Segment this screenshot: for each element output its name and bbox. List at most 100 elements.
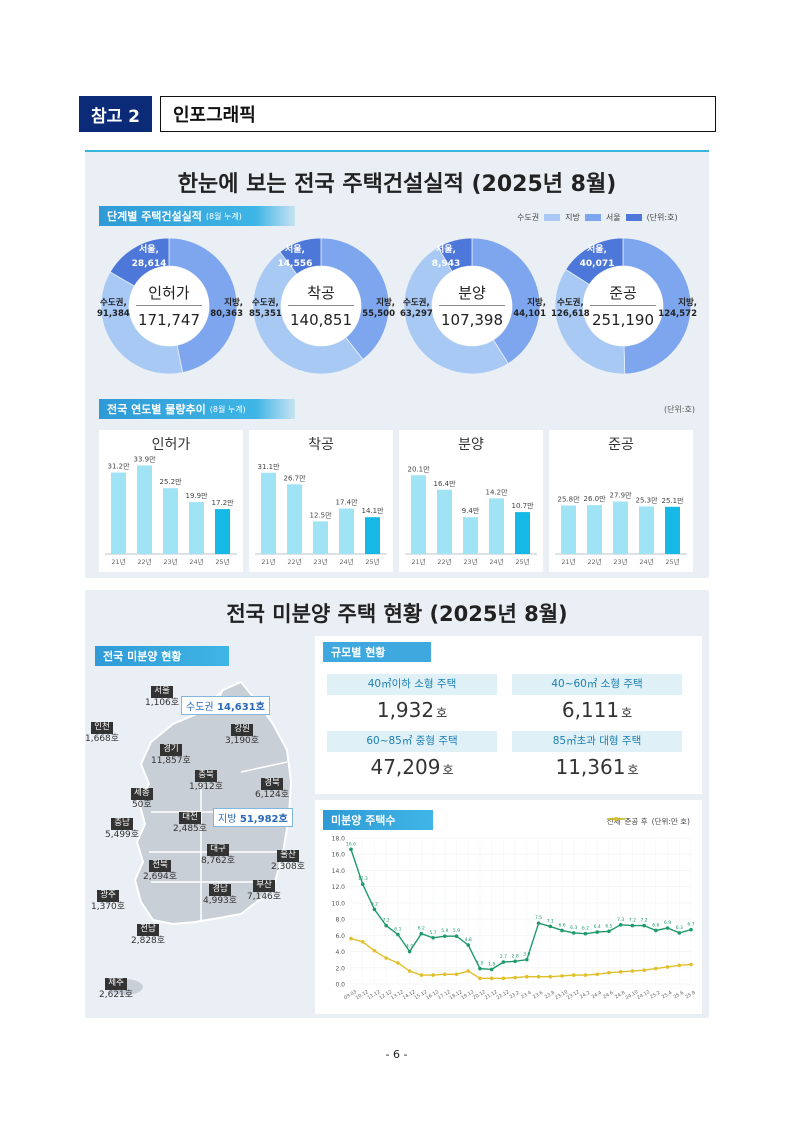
legend-unit: (단위:호) <box>646 213 678 222</box>
line-chart-svg: 0.02.04.06.08.010.012.014.016.018.009.03… <box>332 836 697 1002</box>
region-name: 광주 <box>97 890 119 902</box>
bar-category-label: 23년 <box>613 557 627 566</box>
size-cell-large: 85㎡초과 대형 주택 11,361 호 <box>512 731 682 779</box>
donut-hole <box>432 266 512 346</box>
local-name: 지방, <box>376 298 395 308</box>
x-tick-label: 23.2 <box>509 990 521 1001</box>
series-point <box>654 928 658 933</box>
region-5: 세종 50호 <box>131 788 153 811</box>
point-label: 1.9 <box>476 961 483 967</box>
region-value: 1,912호 <box>189 781 224 792</box>
bar-category-label: 23년 <box>163 557 177 566</box>
series-point <box>478 966 482 971</box>
bar-category-label: 23년 <box>313 557 327 566</box>
region-15: 전남 2,828호 <box>131 924 165 947</box>
region-name: 전남 <box>137 924 159 936</box>
bar-category-label: 22년 <box>587 557 601 566</box>
bar-25년 <box>665 506 680 554</box>
local-val: 44,101 <box>513 309 546 320</box>
series-point <box>536 974 541 979</box>
region-name: 대구 <box>207 844 229 856</box>
series-point <box>583 931 588 936</box>
local-val: 124,572 <box>658 309 697 320</box>
yearly-section-label: 전국 연도별 물량추이 <box>107 403 206 416</box>
size-unit: 호 <box>627 763 639 777</box>
x-tick-label: 23.6 <box>532 990 544 1001</box>
region-value: 1,668호 <box>85 733 120 744</box>
metro-callout: 수도권 14,631호 <box>181 696 270 715</box>
bar-category-label: 25년 <box>365 557 379 566</box>
series-point <box>454 934 459 938</box>
region-14: 광주 1,370호 <box>91 890 125 913</box>
metro-val: 63,297 <box>400 309 433 320</box>
size-section-label: 규모별 현황 <box>331 646 386 659</box>
series-point <box>489 967 494 972</box>
series-point <box>630 969 635 973</box>
bar-25년 <box>215 509 230 554</box>
legend-completed-swatch <box>606 817 625 821</box>
x-tick-label: 24.6 <box>602 990 614 1001</box>
bar-category-label: 24년 <box>489 557 503 566</box>
donut-divider <box>288 305 354 306</box>
series-point <box>501 976 506 981</box>
y-tick-label: 16.0 <box>332 852 346 859</box>
bar-22년 <box>437 489 452 554</box>
local-callout-val: 51,982호 <box>239 814 288 825</box>
series-point <box>689 962 693 967</box>
local-callout-name: 지방 <box>218 814 237 825</box>
line-legend-unit: (단위:만 호) <box>651 817 690 826</box>
donut-label: 착공 <box>307 284 335 302</box>
bar-value-label: 25.3만 <box>635 495 658 504</box>
region-16: 제주 2,621호 <box>99 978 133 1001</box>
donut-divider <box>590 305 656 306</box>
y-tick-label: 14.0 <box>332 868 346 875</box>
region-name: 울산 <box>277 850 299 862</box>
series-point <box>548 974 553 979</box>
series-point <box>431 935 435 940</box>
size-value: 1,932 <box>376 698 435 722</box>
series-point <box>431 973 435 977</box>
local-val: 80,363 <box>210 309 243 320</box>
bar-21년 <box>261 472 276 554</box>
housing-performance-panel: 한눈에 보는 전국 주택건설실적 (2025년 8월) 단계별 주택건설실적 (… <box>85 150 709 578</box>
point-label: 6.2 <box>582 926 589 932</box>
bar-24년 <box>339 508 354 554</box>
bar-value-label: 12.5만 <box>309 510 332 519</box>
donut-hole <box>129 266 209 346</box>
local-name: 지방, <box>678 298 697 308</box>
series-point <box>618 922 623 927</box>
x-tick-label: 24.2 <box>579 990 591 1001</box>
series-point <box>607 929 611 934</box>
unsold-line-chart: 미분양 주택수 전체 준공 후 (단위:만 호) 0.0 2.0 4.0 6.0 8.0… <box>315 800 702 1014</box>
y-tick-label: 10.0 <box>332 900 346 907</box>
region-name: 경남 <box>209 884 231 896</box>
seoul-val: 28,614 <box>131 258 167 269</box>
legend-metro-swatch <box>544 214 561 221</box>
series-point <box>360 940 365 944</box>
donut-metro: 수도권, 63,297 <box>400 298 433 321</box>
bar-value-label: 17.2만 <box>211 498 234 507</box>
donut-local: 지방, 44,101 <box>513 298 546 321</box>
bar-23년 <box>613 501 628 554</box>
series-point <box>595 972 600 977</box>
region-10: 전북 2,694호 <box>143 860 177 883</box>
series-point <box>583 973 588 977</box>
seoul-name: 서울, <box>436 245 456 255</box>
region-value: 1,106호 <box>145 697 180 708</box>
bar-chart-permits: 인허가 31.2만 21년 33.9만 22년 25.2만 23년 19.9만 24년 17.2만… <box>99 430 243 572</box>
point-label: 6.7 <box>687 922 694 928</box>
point-label: 7.2 <box>629 918 636 924</box>
bar-svg: 20.1만 21년 16.4만 22년 9.4만 23년 14.2만 24년 10.7만 25년 <box>405 464 537 566</box>
donut-permits: 인허가 171,747 서울, 28,614 수도권, 91,384 지방, 8… <box>97 236 243 376</box>
korea-map-shape <box>107 680 293 995</box>
map-section-label: 전국 미분양 현황 <box>103 650 182 663</box>
point-label: 7.3 <box>617 917 624 923</box>
region-name: 경북 <box>261 778 283 790</box>
local-val: 55,500 <box>362 309 395 320</box>
region-value: 6,124호 <box>255 789 290 800</box>
series-point <box>525 957 529 962</box>
donut-labels: 분양 107,398 서울, 8,943 수도권, 63,297 지방, 44,… <box>400 236 546 376</box>
donut-seoul: 서울, 28,614 <box>119 244 179 272</box>
reference-tag: 참고 2 <box>79 96 152 132</box>
point-label: 6.4 <box>594 924 601 930</box>
